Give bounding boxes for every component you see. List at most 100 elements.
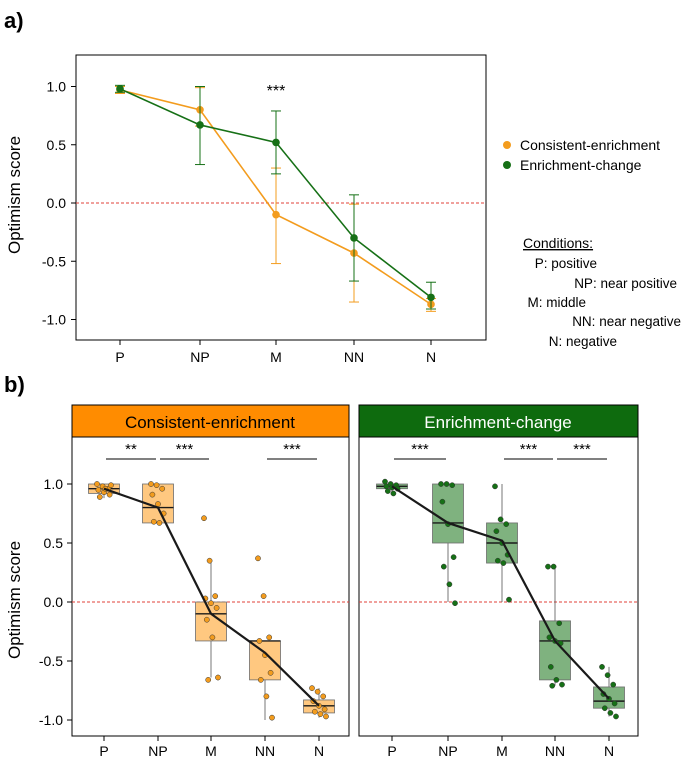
x-tick-label-b: NP: [148, 743, 167, 758]
jitter-point: [446, 581, 453, 588]
y-tick-label-b: -0.5: [39, 653, 63, 669]
condition-m: M: middle: [527, 295, 586, 310]
x-tick-label-a: NN: [344, 349, 364, 365]
jitter-point: [547, 664, 554, 670]
data-point: [196, 121, 204, 129]
plot-a-ylabel: Optimism score: [5, 136, 24, 254]
jitter-point: [266, 634, 273, 641]
condition-p: P: positive: [535, 256, 597, 271]
jitter-point: [206, 557, 213, 564]
condition-n: N: negative: [549, 334, 617, 349]
conditions-title: Conditions:: [523, 235, 593, 251]
jitter-point: [383, 483, 390, 490]
jitter-point: [506, 596, 512, 603]
y-tick-label-b: -1.0: [39, 712, 63, 728]
jitter-point: [150, 518, 157, 525]
legend-label-consistent: Consistent-enrichment: [520, 137, 660, 153]
jitter-point: [500, 560, 507, 566]
data-point: [350, 234, 358, 242]
conditions-key: Conditions: P: positive NP: near positiv…: [523, 235, 681, 349]
jitter-point: [96, 494, 103, 500]
x-tick-label-a: N: [426, 349, 436, 365]
jitter-point: [604, 672, 611, 679]
x-tick-label-a: M: [270, 349, 282, 365]
x-tick-label-b: M: [496, 743, 508, 758]
significance-stars: ***: [520, 441, 538, 458]
box: [539, 620, 571, 681]
data-point: [272, 210, 280, 219]
legend-marker-consistent: [503, 141, 511, 149]
facet-header-consistent: [71, 404, 350, 438]
jitter-point: [553, 677, 560, 683]
jitter-point: [255, 555, 261, 562]
jitter-point: [549, 682, 556, 689]
jitter-point: [323, 713, 329, 720]
jitter-point: [494, 557, 501, 564]
jitter-point: [439, 498, 446, 505]
facet-consistent-content: 1.00.50.0-0.5-1.0P NP M NN N** *** ***: [39, 441, 349, 758]
jitter-point: [156, 520, 163, 526]
y-tick-label-a: -0.5: [42, 253, 66, 269]
jitter-point: [94, 481, 100, 487]
jitter-point: [256, 638, 263, 644]
jitter-point: [269, 714, 275, 721]
jitter-point: [257, 677, 264, 683]
plot-b-ylabel: Optimism score: [5, 541, 24, 659]
jitter-point: [559, 681, 565, 688]
jitter-point: [260, 593, 267, 599]
jitter-point: [201, 515, 207, 522]
jitter-point: [449, 482, 456, 489]
jitter-point: [438, 481, 444, 487]
jitter-point: [599, 664, 605, 670]
jitter-point: [611, 700, 618, 707]
jitter-point: [384, 488, 391, 494]
x-tick-label-b: P: [99, 743, 108, 758]
significance-stars: ***: [283, 441, 301, 458]
jitter-point: [607, 710, 614, 716]
plot-a-content: 1.00.50.0-0.5-1.0P NP M NN N***: [42, 79, 486, 365]
jitter-point: [390, 490, 397, 497]
x-tick-label-b: NN: [255, 743, 275, 758]
jitter-point: [205, 677, 212, 683]
jitter-point: [440, 563, 447, 570]
y-tick-label-a: 0.0: [47, 195, 67, 211]
jitter-point: [545, 563, 551, 570]
jitter-point: [550, 563, 557, 570]
jitter-point: [267, 669, 274, 676]
jitter-point: [314, 688, 321, 695]
jitter-point: [208, 600, 214, 607]
x-tick-label-a: P: [115, 349, 124, 365]
facet-header-change: [358, 404, 639, 438]
jitter-point: [317, 711, 324, 717]
x-tick-label-b: NP: [438, 743, 457, 758]
box: [249, 640, 281, 681]
jitter-point: [601, 705, 608, 712]
median-trend-line: [103, 487, 320, 707]
jitter-point: [209, 634, 216, 641]
y-tick-label-a: 1.0: [47, 79, 67, 95]
jitter-point: [450, 554, 457, 561]
jitter-point: [213, 605, 220, 611]
legend-marker-change: [503, 161, 511, 169]
jitter-point: [148, 481, 154, 487]
jitter-point: [153, 482, 160, 489]
jitter-point: [159, 485, 166, 492]
jitter-point: [610, 681, 617, 688]
data-point: [427, 293, 435, 302]
y-tick-label-b: 1.0: [44, 476, 64, 492]
jitter-point: [321, 706, 328, 713]
jitter-point: [149, 491, 156, 498]
jitter-point: [108, 482, 114, 489]
y-tick-label-b: 0.5: [44, 535, 64, 551]
jitter-point: [95, 487, 102, 493]
jitter-point: [443, 481, 450, 487]
jitter-point: [452, 600, 458, 607]
data-point: [272, 138, 280, 147]
y-tick-label-a: -1.0: [42, 312, 66, 328]
jitter-point: [320, 693, 327, 700]
panel-a: a) Optimism score 1.0 0.5 0.0 -0.5 -1.0 P NP M N…: [4, 8, 681, 365]
facet-title-change: Enrichment-change: [424, 413, 571, 432]
jitter-point: [613, 713, 619, 720]
significance-stars: **: [125, 441, 137, 458]
jitter-point: [263, 693, 270, 700]
